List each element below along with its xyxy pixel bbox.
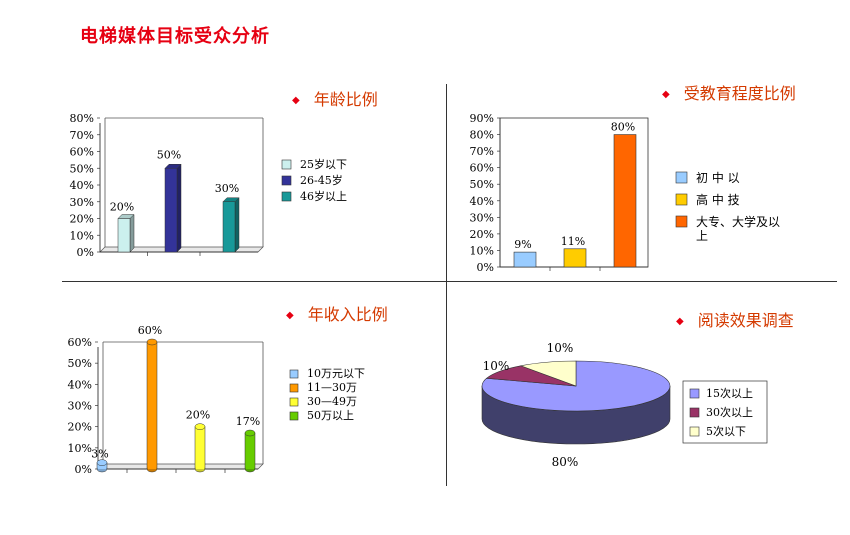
- legend-label: 15次以上: [706, 386, 753, 400]
- legend-label: 初 中 以: [696, 170, 740, 185]
- bar: [222, 201, 236, 253]
- y-tick-label: 0%: [77, 246, 94, 259]
- bar: [513, 251, 537, 268]
- bar-top: [146, 338, 158, 346]
- bar-value-label: 20%: [186, 409, 210, 422]
- legend-swatch: [675, 171, 688, 184]
- y-tick-label: 40%: [68, 378, 92, 391]
- y-tick-label: 60%: [470, 162, 494, 175]
- bar-body: [245, 433, 255, 469]
- legend-swatch: [281, 159, 292, 170]
- bar-value-label: 30%: [215, 182, 239, 195]
- y-tick-label: 0%: [477, 261, 494, 274]
- education-panel-title: ◆ 受教育程度比例: [662, 84, 796, 103]
- legend-label: 11—30万: [307, 381, 357, 394]
- reading-panel-title: ◆ 阅读效果调查: [676, 311, 794, 330]
- bar-value-label: 11%: [561, 235, 585, 248]
- legend-swatch: [281, 175, 292, 186]
- y-tick-label: 50%: [70, 162, 94, 175]
- page-title: 电梯媒体目标受众分析: [80, 26, 270, 47]
- bar-value-label: 50%: [157, 148, 181, 161]
- bar: [613, 134, 637, 268]
- y-tick-label: 80%: [70, 112, 94, 125]
- y-tick-label: 30%: [68, 400, 92, 413]
- bar-top: [96, 459, 108, 466]
- y-tick-label: 60%: [70, 146, 94, 159]
- y-tick-label: 30%: [470, 211, 494, 224]
- vertical-divider: [446, 84, 447, 486]
- legend-label: 高 中 技: [696, 192, 740, 207]
- legend-label: 上: [696, 229, 708, 243]
- legend-label: 大专、大学及以: [696, 214, 780, 229]
- age-panel-title: ◆ 年龄比例: [292, 90, 378, 109]
- legend-label: 26-45岁: [300, 173, 343, 187]
- y-tick-label: 70%: [70, 129, 94, 142]
- legend-label: 5次以下: [706, 424, 746, 438]
- y-tick-label: 10%: [68, 442, 92, 455]
- bar-value-label: 80%: [611, 121, 635, 134]
- y-tick-label: 50%: [68, 357, 92, 370]
- legend-swatch: [289, 369, 299, 379]
- diamond-bullet-icon: ◆: [676, 316, 684, 327]
- y-tick-label: 20%: [68, 421, 92, 434]
- legend-swatch: [675, 215, 688, 228]
- y-tick-label: 20%: [70, 213, 94, 226]
- pie-value-label: 10%: [483, 359, 510, 373]
- bar-value-label: 17%: [236, 415, 260, 428]
- pie-value-label: 80%: [552, 455, 579, 469]
- legend-swatch: [675, 193, 688, 206]
- bar: [563, 248, 587, 268]
- bar: [117, 218, 131, 253]
- y-tick-label: 10%: [470, 244, 494, 257]
- legend-swatch: [689, 407, 700, 418]
- chart-floor: [97, 463, 264, 470]
- pie-slice: [519, 360, 577, 387]
- legend-swatch: [689, 426, 700, 437]
- y-tick-label: 70%: [470, 145, 494, 158]
- legend-label: 30—49万: [307, 395, 357, 408]
- legend-swatch: [289, 411, 299, 421]
- bar-side: [129, 213, 135, 253]
- legend-label: 50万以上: [307, 409, 354, 422]
- legend-swatch: [289, 397, 299, 407]
- bar-body: [195, 426, 205, 469]
- y-tick-label: 40%: [470, 195, 494, 208]
- bar-value-label: 20%: [110, 201, 134, 214]
- legend-label: 10万元以下: [307, 367, 365, 380]
- bar-top: [194, 423, 206, 430]
- legend-label: 30次以上: [706, 405, 753, 419]
- bar-value-label: 3%: [91, 448, 108, 461]
- bar-top: [244, 429, 256, 437]
- bar-value-label: 9%: [514, 238, 531, 251]
- diamond-bullet-icon: ◆: [292, 95, 300, 106]
- y-tick-label: 50%: [470, 178, 494, 191]
- bar: [164, 168, 178, 253]
- legend-label: 25岁以下: [300, 157, 347, 171]
- diamond-bullet-icon: ◆: [662, 89, 670, 100]
- bar-body: [147, 342, 157, 469]
- diamond-bullet-icon: ◆: [286, 310, 294, 321]
- legend-swatch: [689, 388, 700, 399]
- y-tick-label: 60%: [68, 336, 92, 349]
- y-tick-label: 90%: [470, 112, 494, 125]
- y-tick-label: 20%: [470, 228, 494, 241]
- pie-value-label: 10%: [547, 341, 574, 355]
- y-tick-label: 30%: [70, 196, 94, 209]
- bar-value-label: 60%: [138, 324, 162, 337]
- bar-side: [234, 197, 240, 253]
- income-panel-title: ◆ 年收入比例: [286, 305, 388, 324]
- legend-swatch: [289, 383, 299, 393]
- legend-label: 46岁以上: [300, 189, 347, 203]
- y-tick-label: 0%: [75, 463, 92, 476]
- y-tick-label: 10%: [70, 229, 94, 242]
- horizontal-divider: [62, 281, 837, 282]
- y-tick-label: 40%: [70, 179, 94, 192]
- y-tick-label: 80%: [470, 129, 494, 142]
- bar-side: [176, 163, 182, 253]
- legend-swatch: [281, 191, 292, 202]
